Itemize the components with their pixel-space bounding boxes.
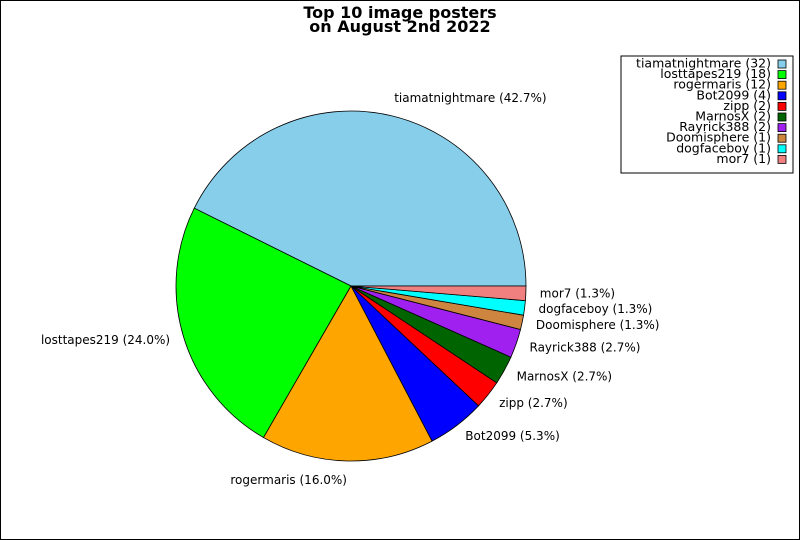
slice-label-rogermaris: rogermaris (16.0%) <box>230 473 347 487</box>
legend-swatch-rogermaris <box>777 80 787 90</box>
pie-slices <box>175 110 527 462</box>
legend-swatch-tiamatnightmare <box>777 59 787 69</box>
slice-label-mor7: mor7 (1.3%) <box>540 286 615 300</box>
legend-swatch-zipp <box>777 102 787 111</box>
legend-swatch-bot2099 <box>777 91 787 101</box>
pie-slice-mor7 <box>350 285 527 302</box>
legend-swatch-doomisphere <box>777 133 787 143</box>
legend-label-marnosx: MarnosX (2) <box>695 109 771 124</box>
legend-label-dogfaceboy: dogfaceboy (1) <box>676 140 771 155</box>
slice-label-dogfaceboy: dogfaceboy (1.3%) <box>539 302 653 316</box>
chart-title-line-2: on August 2nd 2022 <box>309 17 490 36</box>
legend-label-rayrick388: Rayrick388 (2) <box>679 119 771 134</box>
pie-slice-rogermaris <box>262 285 433 462</box>
pie-slice-losttapes219 <box>175 207 352 439</box>
legend-label-rogermaris: rogermaris (12) <box>673 77 771 92</box>
legend-label-bot2099: Bot2099 (4) <box>696 87 771 102</box>
legend-swatch-rayrick388 <box>777 123 787 132</box>
legend-label-losttapes219: losttapes219 (18) <box>660 66 771 81</box>
legend-swatch-dogfaceboy <box>777 144 787 154</box>
legend-label-doomisphere: Doomisphere (1) <box>666 130 771 145</box>
legend-label-zipp: zipp (2) <box>723 98 771 113</box>
pie-slice-tiamatnightmare <box>193 110 527 287</box>
pie-slice-labels: tiamatnightmare (42.7%) losttapes219 (24.… <box>41 91 659 487</box>
chart-title-line-1: Top 10 image posters <box>303 3 496 22</box>
legend-swatch-losttapes219 <box>777 70 787 79</box>
legend: tiamatnightmare (32)losttapes219 (18)rog… <box>620 55 794 174</box>
slice-label-rayrick388: Rayrick388 (2.7%) <box>530 341 641 355</box>
slice-label-losttapes219: losttapes219 (24.0%) <box>41 333 170 347</box>
slice-label-marnosx: MarnosX (2.7%) <box>517 370 613 384</box>
legend-swatch-mor7 <box>777 154 787 164</box>
legend-label-tiamatnightmare: tiamatnightmare (32) <box>636 56 771 71</box>
slice-label-doomisphere: Doomisphere (1.3%) <box>536 318 660 332</box>
legend-box <box>620 55 794 174</box>
legend-swatch-marnosx <box>777 112 787 122</box>
slice-label-zipp: zipp (2.7%) <box>499 396 568 410</box>
legend-label-mor7: mor7 (1) <box>716 151 771 166</box>
slice-label-tiamatnightmare: tiamatnightmare (42.7%) <box>394 91 546 105</box>
slice-label-bot2099: Bot2099 (5.3%) <box>465 429 559 443</box>
legend-items: tiamatnightmare (32)losttapes219 (18)rog… <box>636 56 787 166</box>
